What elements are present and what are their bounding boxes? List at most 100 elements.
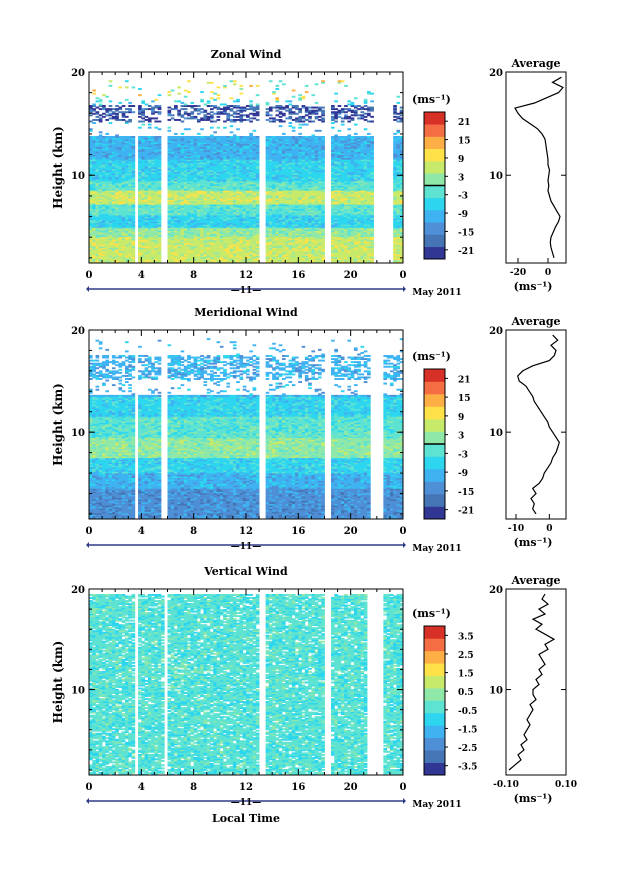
- heatmap-cell: [141, 100, 145, 102]
- heatmap-cell: [239, 85, 243, 87]
- heatmap-cell: [128, 119, 132, 121]
- heatmap-cell: [145, 119, 149, 121]
- heatmap-cell: [249, 100, 253, 102]
- heatmap-cell: [266, 119, 270, 121]
- heatmap-cell: [184, 111, 188, 113]
- heatmap-cell: [207, 105, 211, 107]
- heatmap-cell: [217, 127, 221, 129]
- heatmap-cell: [96, 97, 100, 99]
- heatmap-cell: [279, 116, 283, 118]
- heatmap-cell: [145, 116, 149, 118]
- heatmap-cell: [246, 119, 250, 121]
- heatmap-cell: [174, 100, 178, 102]
- heatmap-cell: [168, 127, 172, 129]
- heatmap-cell: [249, 117, 253, 119]
- heatmap-cell: [282, 113, 286, 115]
- heatmap-cell: [275, 119, 279, 121]
- heatmap-cell: [269, 114, 273, 116]
- heatmap-cell: [243, 136, 247, 138]
- heatmap-cell: [102, 94, 106, 96]
- heatmap-cell: [223, 103, 227, 105]
- heatmap-cell: [151, 117, 155, 119]
- heatmap-cell: [200, 91, 204, 93]
- heatmap-cell: [200, 128, 204, 130]
- heatmap-cell: [200, 117, 204, 119]
- heatmap-cell: [174, 105, 178, 107]
- heatmap-cell: [210, 108, 214, 110]
- heatmap-cell: [207, 82, 211, 84]
- heatmap-cell: [275, 85, 279, 87]
- heatmap-cell: [99, 103, 103, 105]
- heatmap-cell: [102, 113, 106, 115]
- heatmap-cell: [141, 136, 145, 138]
- heatmap-cell: [243, 119, 247, 121]
- heatmap-cell: [230, 136, 234, 138]
- heatmap-cell: [253, 117, 257, 119]
- heatmap-cell: [174, 119, 178, 121]
- heatmap-cell: [249, 103, 253, 105]
- heatmap-cell: [112, 108, 116, 110]
- heatmap-cell: [187, 128, 191, 130]
- heatmap-cell: [230, 80, 234, 82]
- heatmap-cell: [138, 94, 142, 96]
- heatmap-cell: [105, 114, 109, 116]
- heatmap-cell: [109, 108, 113, 110]
- heatmap-cell: [213, 131, 217, 133]
- heatmap-cell: [197, 105, 201, 107]
- heatmap-cell: [187, 80, 191, 82]
- heatmap-cell: [220, 108, 224, 110]
- heatmap-cell: [132, 105, 136, 107]
- heatmap-cell: [177, 136, 181, 138]
- heatmap-cell: [197, 133, 201, 135]
- heatmap-cell: [125, 86, 129, 88]
- heatmap-cell: [223, 121, 227, 123]
- heatmap-cell: [148, 108, 152, 110]
- heatmap-cell: [105, 96, 109, 98]
- heatmap-cell: [132, 86, 136, 88]
- heatmap-cell: [132, 136, 136, 138]
- heatmap-cell: [210, 114, 214, 116]
- heatmap-cell: [184, 96, 188, 98]
- heatmap-cell: [92, 113, 96, 115]
- heatmap-cell: [158, 136, 162, 138]
- heatmap-cell: [141, 108, 145, 110]
- heatmap-cell: [233, 100, 237, 102]
- heatmap-cell: [213, 99, 217, 101]
- heatmap-cell: [96, 100, 100, 102]
- heatmap-cell: [158, 94, 162, 96]
- heatmap-cell: [200, 111, 204, 113]
- heatmap-cell: [168, 130, 172, 132]
- heatmap-cell: [190, 116, 194, 118]
- heatmap-cell: [253, 107, 257, 109]
- heatmap-cell: [138, 136, 142, 138]
- heatmap-cell: [151, 100, 155, 102]
- heatmap-cell: [269, 107, 273, 109]
- heatmap-cell: [99, 134, 103, 136]
- heatmap-cell: [279, 119, 283, 121]
- heatmap-cell: [184, 103, 188, 105]
- heatmap-cell: [168, 94, 172, 96]
- heatmap-cell: [171, 114, 175, 116]
- heatmap-cell: [282, 133, 286, 135]
- heatmap-cell: [187, 136, 191, 138]
- heatmap-cell: [236, 116, 240, 118]
- heatmap-cell: [210, 134, 214, 136]
- heatmap-cell: [200, 136, 204, 138]
- heatmap-cell: [226, 113, 230, 115]
- heatmap-cell: [239, 107, 243, 109]
- heatmap-cell: [122, 119, 126, 121]
- heatmap-cell: [138, 116, 142, 118]
- heatmap-cell: [168, 136, 172, 138]
- heatmap-cell: [154, 99, 158, 101]
- heatmap-cell: [109, 100, 113, 102]
- heatmap-cell: [138, 127, 142, 129]
- heatmap-cell: [230, 114, 234, 116]
- heatmap-cell: [118, 111, 122, 113]
- heatmap-cell: [249, 113, 253, 115]
- heatmap-cell: [145, 103, 149, 105]
- heatmap-cell: [256, 111, 260, 113]
- heatmap-cell: [226, 136, 230, 138]
- heatmap-1: [89, 80, 403, 263]
- heatmap-cell: [171, 90, 175, 92]
- heatmap-cell: [213, 136, 217, 138]
